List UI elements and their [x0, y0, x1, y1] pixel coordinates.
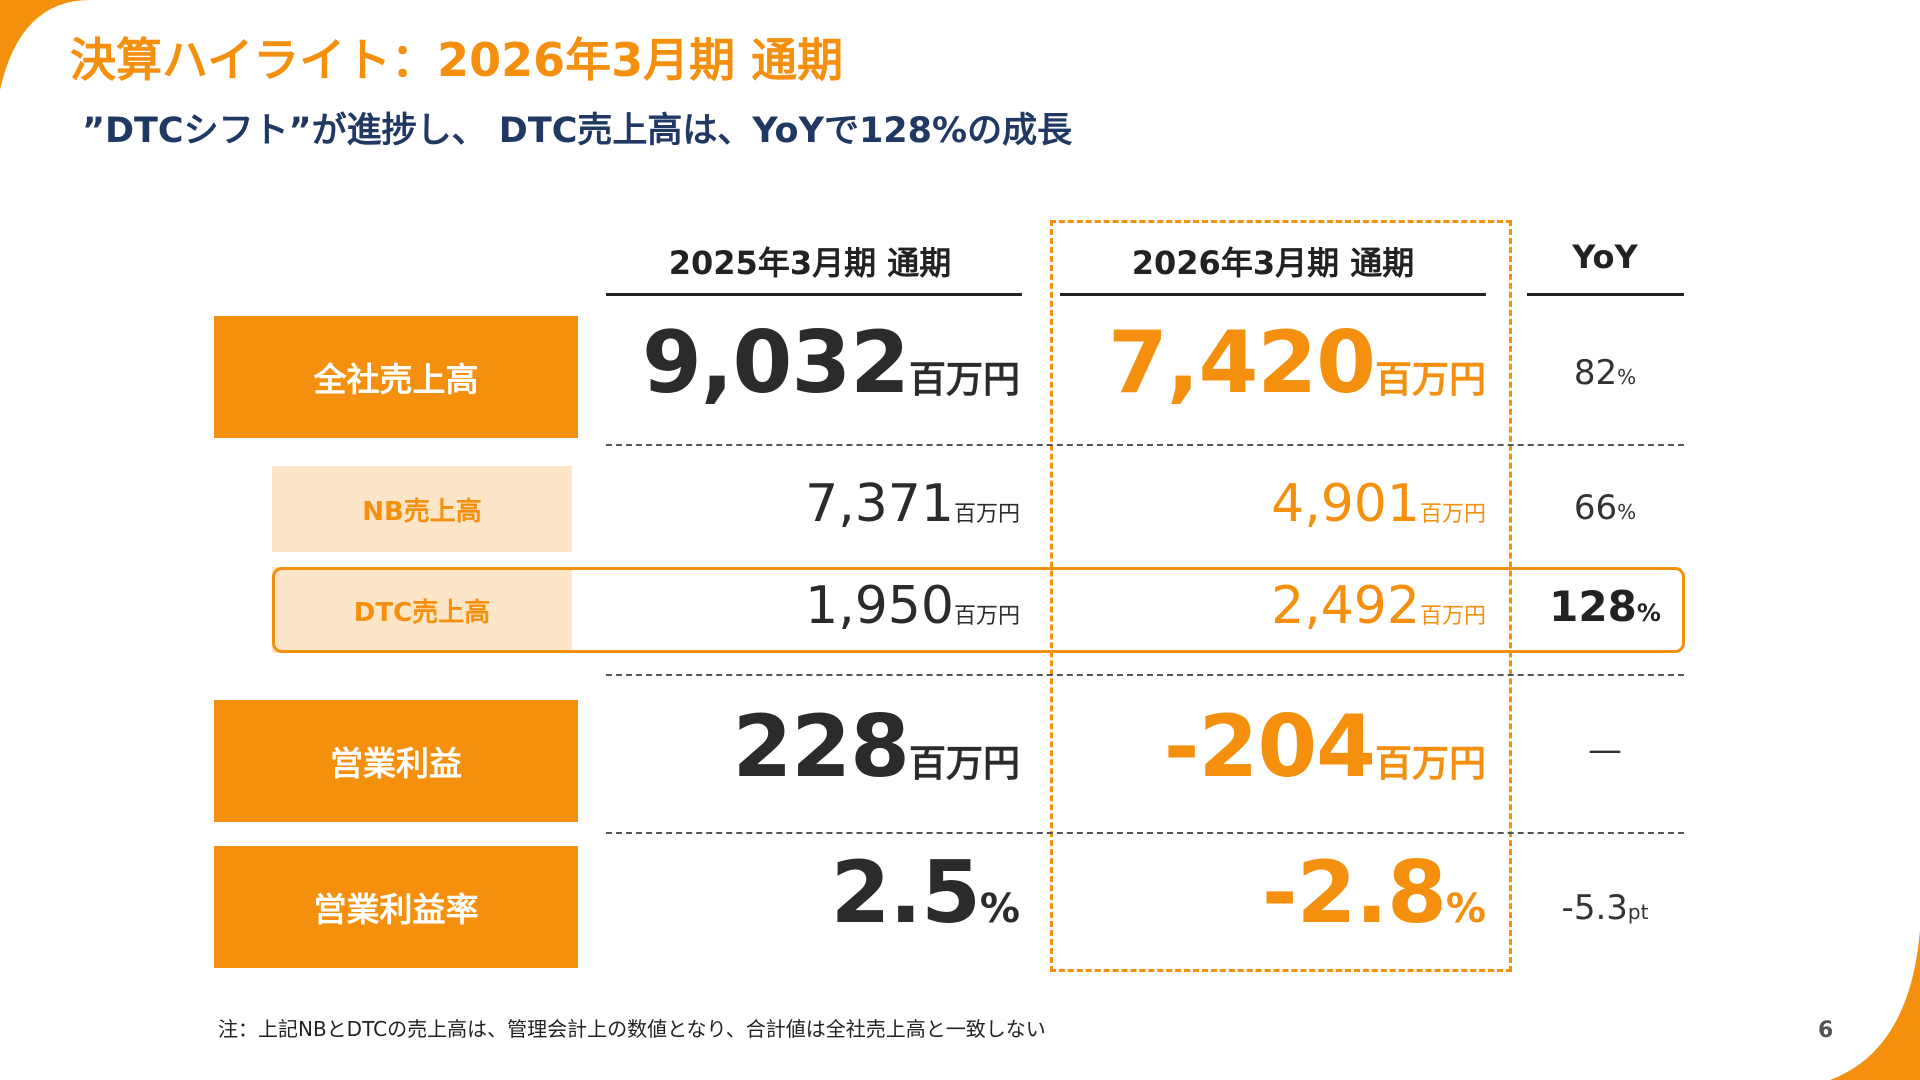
total-sales-yoy-unit: %: [1617, 365, 1637, 389]
dtc-highlight-box: [272, 567, 1685, 653]
total-sales-yoy-value: 82: [1573, 353, 1618, 393]
total-sales-curr-value: 7,420: [1107, 313, 1376, 413]
page-number: 6: [1818, 1018, 1834, 1043]
nb-sales-curr: 4,901百万円: [1271, 478, 1486, 530]
footnote: 注：上記NBとDTCの売上高は、管理会計上の数値となり、合計値は全社売上高と一致…: [218, 1017, 1046, 1041]
row-separator: [606, 832, 1684, 834]
dtc-sales-yoy: 128%: [1530, 582, 1680, 631]
row-separator: [606, 674, 1684, 676]
row-separator: [606, 444, 1684, 446]
dtc-sales-prev: 1,950百万円: [805, 580, 1020, 632]
column-header-prev: 2025年3月期 通期: [668, 244, 952, 282]
current-period-highlight-box: [1050, 220, 1512, 972]
operating-profit-yoy-value: —: [1588, 730, 1622, 770]
operating-profit-yoy: —: [1530, 730, 1680, 770]
operating-profit-curr: -204百万円: [1164, 704, 1486, 790]
dtc-sales-curr-value: 2,492: [1271, 576, 1420, 636]
nb-sales-yoy: 66%: [1530, 488, 1680, 528]
operating-profit-prev: 228百万円: [732, 704, 1020, 790]
operating-margin-prev: 2.5%: [831, 850, 1020, 936]
row-label-operating-margin: 営業利益率: [214, 846, 578, 968]
dtc-sales-curr-unit: 百万円: [1419, 604, 1486, 629]
row-label-dtc-sales: DTC売上高: [272, 567, 572, 653]
nb-sales-curr-value: 4,901: [1271, 474, 1420, 534]
row-label-total-sales: 全社売上高: [214, 316, 578, 438]
operating-margin-curr-value: -2.8: [1261, 843, 1447, 943]
nb-sales-prev: 7,371百万円: [805, 478, 1020, 530]
nb-sales-prev-unit: 百万円: [953, 502, 1020, 527]
nb-sales-yoy-unit: %: [1617, 500, 1637, 524]
header-underline-prev: [606, 293, 1022, 296]
operating-margin-yoy: -5.3pt: [1530, 888, 1680, 928]
column-header-yoy: YoY: [1572, 238, 1638, 276]
operating-profit-curr-unit: 百万円: [1375, 742, 1486, 785]
dtc-sales-curr: 2,492百万円: [1271, 580, 1486, 632]
operating-margin-curr: -2.8%: [1262, 850, 1486, 936]
page-subtitle: ”DTCシフト”が進捗し、 DTC売上高は、YoYで128%の成長: [82, 111, 1073, 151]
page-title: 決算ハイライト：2026年3月期 通期: [70, 33, 844, 87]
total-sales-prev: 9,032百万円: [642, 320, 1020, 406]
dtc-sales-yoy-value: 128: [1549, 582, 1637, 631]
header-underline-yoy: [1527, 293, 1684, 296]
corner-decoration-bottom-right: [1830, 930, 1920, 1080]
header-underline-curr: [1060, 293, 1486, 296]
total-sales-prev-unit: 百万円: [909, 358, 1020, 401]
operating-profit-curr-value: -204: [1163, 697, 1376, 797]
row-label-nb-sales: NB売上高: [272, 466, 572, 552]
dtc-sales-yoy-unit: %: [1636, 599, 1661, 627]
total-sales-curr: 7,420百万円: [1108, 320, 1486, 406]
operating-margin-prev-value: 2.5: [830, 843, 981, 943]
total-sales-prev-value: 9,032: [641, 313, 910, 413]
operating-margin-yoy-value: -5.3: [1561, 888, 1628, 928]
nb-sales-prev-value: 7,371: [805, 474, 954, 534]
operating-margin-prev-unit: %: [979, 886, 1020, 932]
dtc-sales-prev-unit: 百万円: [953, 604, 1020, 629]
nb-sales-curr-unit: 百万円: [1419, 502, 1486, 527]
operating-margin-yoy-unit: pt: [1627, 900, 1649, 924]
dtc-sales-prev-value: 1,950: [805, 576, 954, 636]
operating-profit-prev-unit: 百万円: [909, 742, 1020, 785]
nb-sales-yoy-value: 66: [1573, 488, 1618, 528]
total-sales-curr-unit: 百万円: [1375, 358, 1486, 401]
column-header-curr: 2026年3月期 通期: [1131, 244, 1415, 282]
operating-margin-curr-unit: %: [1445, 886, 1486, 932]
operating-profit-prev-value: 228: [732, 697, 910, 797]
total-sales-yoy: 82%: [1530, 353, 1680, 393]
row-label-operating-profit: 営業利益: [214, 700, 578, 822]
